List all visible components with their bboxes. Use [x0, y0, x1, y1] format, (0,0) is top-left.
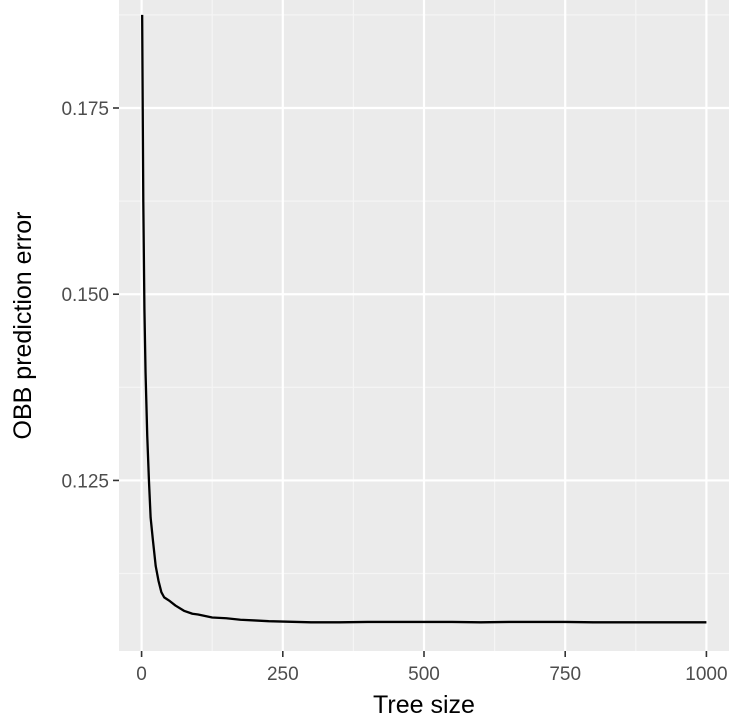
x-tick-label: 500: [408, 664, 440, 685]
x-axis: 0 250 500 750 1000: [136, 651, 728, 685]
x-tick-label: 750: [549, 664, 581, 685]
y-tick-label: 0.175: [61, 99, 109, 120]
x-tick-label: 0: [136, 664, 147, 685]
y-tick-label: 0.125: [61, 471, 109, 492]
series-line: [141, 14, 707, 624]
y-axis-title: OBB prediction error: [9, 212, 37, 440]
y-axis: 0.125 0.150 0.175: [61, 99, 119, 492]
x-tick-label: 250: [267, 664, 299, 685]
series-layer: [141, 14, 707, 624]
y-tick-label: 0.150: [61, 285, 109, 306]
x-tick-label: 1000: [685, 664, 727, 685]
x-axis-title: Tree size: [373, 691, 475, 719]
